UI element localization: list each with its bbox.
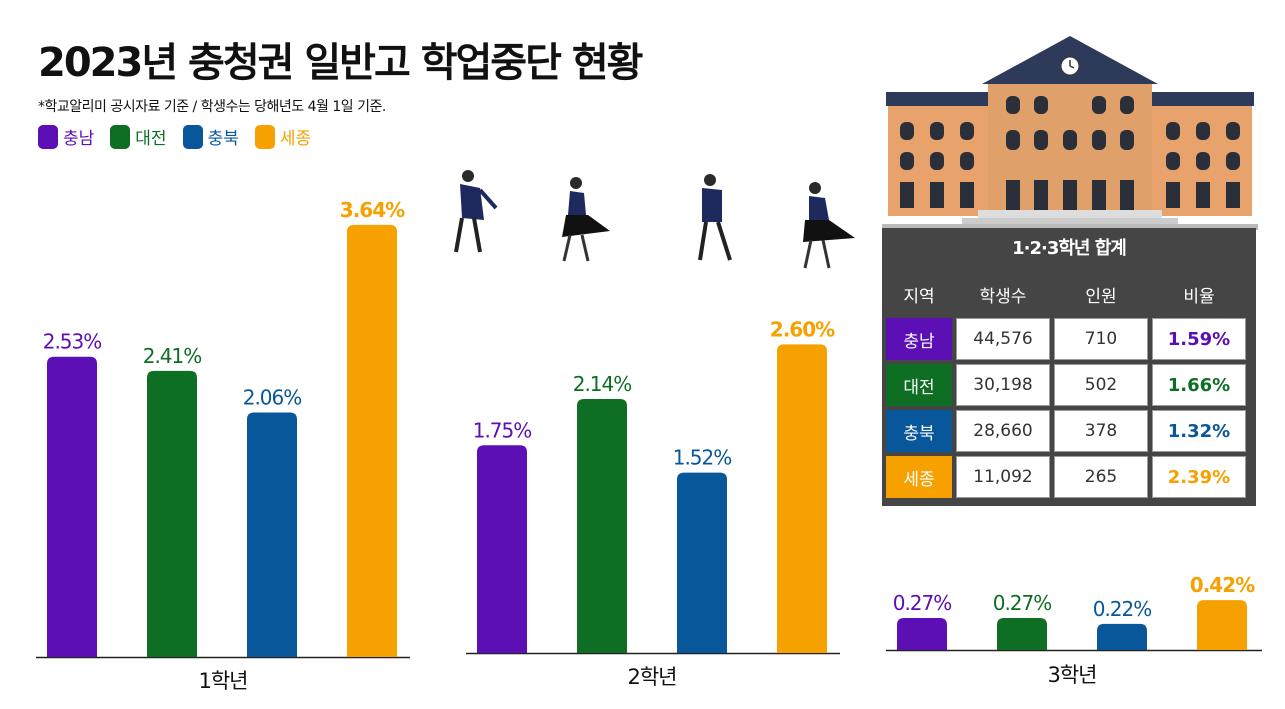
legend-label: 세종 [279,129,312,149]
x-axis-label: 2학년 [627,665,676,689]
rate-cell: 2.39% [1152,456,1246,498]
bar-세종 [1197,600,1247,650]
legend-label: 대전 [135,129,167,149]
data-label: 1.75% [473,418,532,442]
source-note: *학교알리미 공시자료 기준 / 학생수는 당해년도 4월 1일 기준. [38,99,386,115]
data-label: 0.27% [993,591,1052,615]
count-cell: 265 [1054,456,1148,498]
bar-대전 [147,370,197,657]
summary-table-title: 1·2·3학년 합계 [1012,238,1127,259]
bar-대전 [997,617,1047,650]
walking-student-icon [454,170,498,253]
data-label: 3.64% [340,198,405,222]
table-header: 지역 [886,274,952,314]
region-cell: 충남 [886,318,952,360]
legend-item-sejong: 세종 [254,124,312,149]
summary-table-panel: 1·2·3학년 합계 지역 학생수 인원 비율 충남 44,576 710 1.… [882,228,1256,506]
legend: 충남 대전 충북 세종 [38,124,311,149]
bar-대전 [577,398,627,653]
table-header: 인원 [1054,274,1148,314]
data-label: 2.06% [243,385,302,409]
students-cell: 11,092 [956,456,1050,498]
legend-swatch [182,124,203,149]
bar-충북 [247,412,297,657]
legend-label: 충남 [63,129,95,149]
bar-충남 [477,445,527,653]
bar-충북 [677,472,727,653]
data-label: 0.22% [1093,597,1152,621]
region-cell: 충북 [886,410,952,452]
data-label: 2.14% [573,372,632,396]
students-cell: 44,576 [956,318,1050,360]
count-cell: 502 [1054,364,1148,406]
data-label: 2.60% [770,317,835,341]
legend-item-chungbuk: 충북 [182,124,239,149]
legend-swatch [110,124,131,149]
table-header: 비율 [1152,274,1246,314]
bar-group-1: 2.53% 2.41% 2.06% 3.64% 1학년 [36,198,410,693]
data-label: 1.52% [673,446,732,470]
data-label: 2.41% [143,344,202,368]
bar-충남 [897,617,947,650]
students-cell: 30,198 [956,364,1050,406]
walking-student-icon [562,177,610,262]
legend-label: 충북 [207,129,239,149]
table-row: 대전 30,198 502 1.66% [886,364,1246,406]
bar-group-3: 0.27% 0.27% 0.22% 0.42% 3학년 [886,573,1262,687]
rate-cell: 1.59% [1152,318,1246,360]
summary-table: 지역 학생수 인원 비율 충남 44,576 710 1.59% 대전 30,1… [882,270,1250,502]
region-cell: 대전 [886,364,952,406]
bar-group-2: 1.75% 2.14% 1.52% 2.60% 2학년 [466,317,840,689]
region-cell: 세종 [886,456,952,498]
legend-swatch [254,124,275,149]
walking-student-icon [803,182,855,269]
school-building-icon [882,36,1258,230]
x-axis-label: 1학년 [198,669,247,693]
table-row: 충남 44,576 710 1.59% [886,318,1246,360]
table-header-row: 지역 학생수 인원 비율 [886,274,1246,314]
rate-cell: 1.32% [1152,410,1246,452]
legend-swatch [38,124,58,149]
table-row: 충북 28,660 378 1.32% [886,410,1246,452]
table-header: 학생수 [956,274,1050,314]
bar-충북 [1097,623,1147,650]
students-cell: 28,660 [956,410,1050,452]
bar-세종 [347,224,397,657]
table-row: 세종 11,092 265 2.39% [886,456,1246,498]
data-label: 0.42% [1190,573,1255,597]
count-cell: 378 [1054,410,1148,452]
rate-cell: 1.66% [1152,364,1246,406]
data-label: 0.27% [893,591,952,615]
x-axis-label: 3학년 [1047,663,1096,687]
legend-item-daejeon: 대전 [110,124,167,149]
bar-충남 [47,356,97,657]
walking-student-icon [698,174,732,261]
count-cell: 710 [1054,318,1148,360]
data-label: 2.53% [43,330,102,354]
bar-세종 [777,344,827,653]
legend-item-chungnam: 충남 [38,124,94,149]
page-title: 2023년 충청권 일반고 학업중단 현황 [38,40,643,86]
